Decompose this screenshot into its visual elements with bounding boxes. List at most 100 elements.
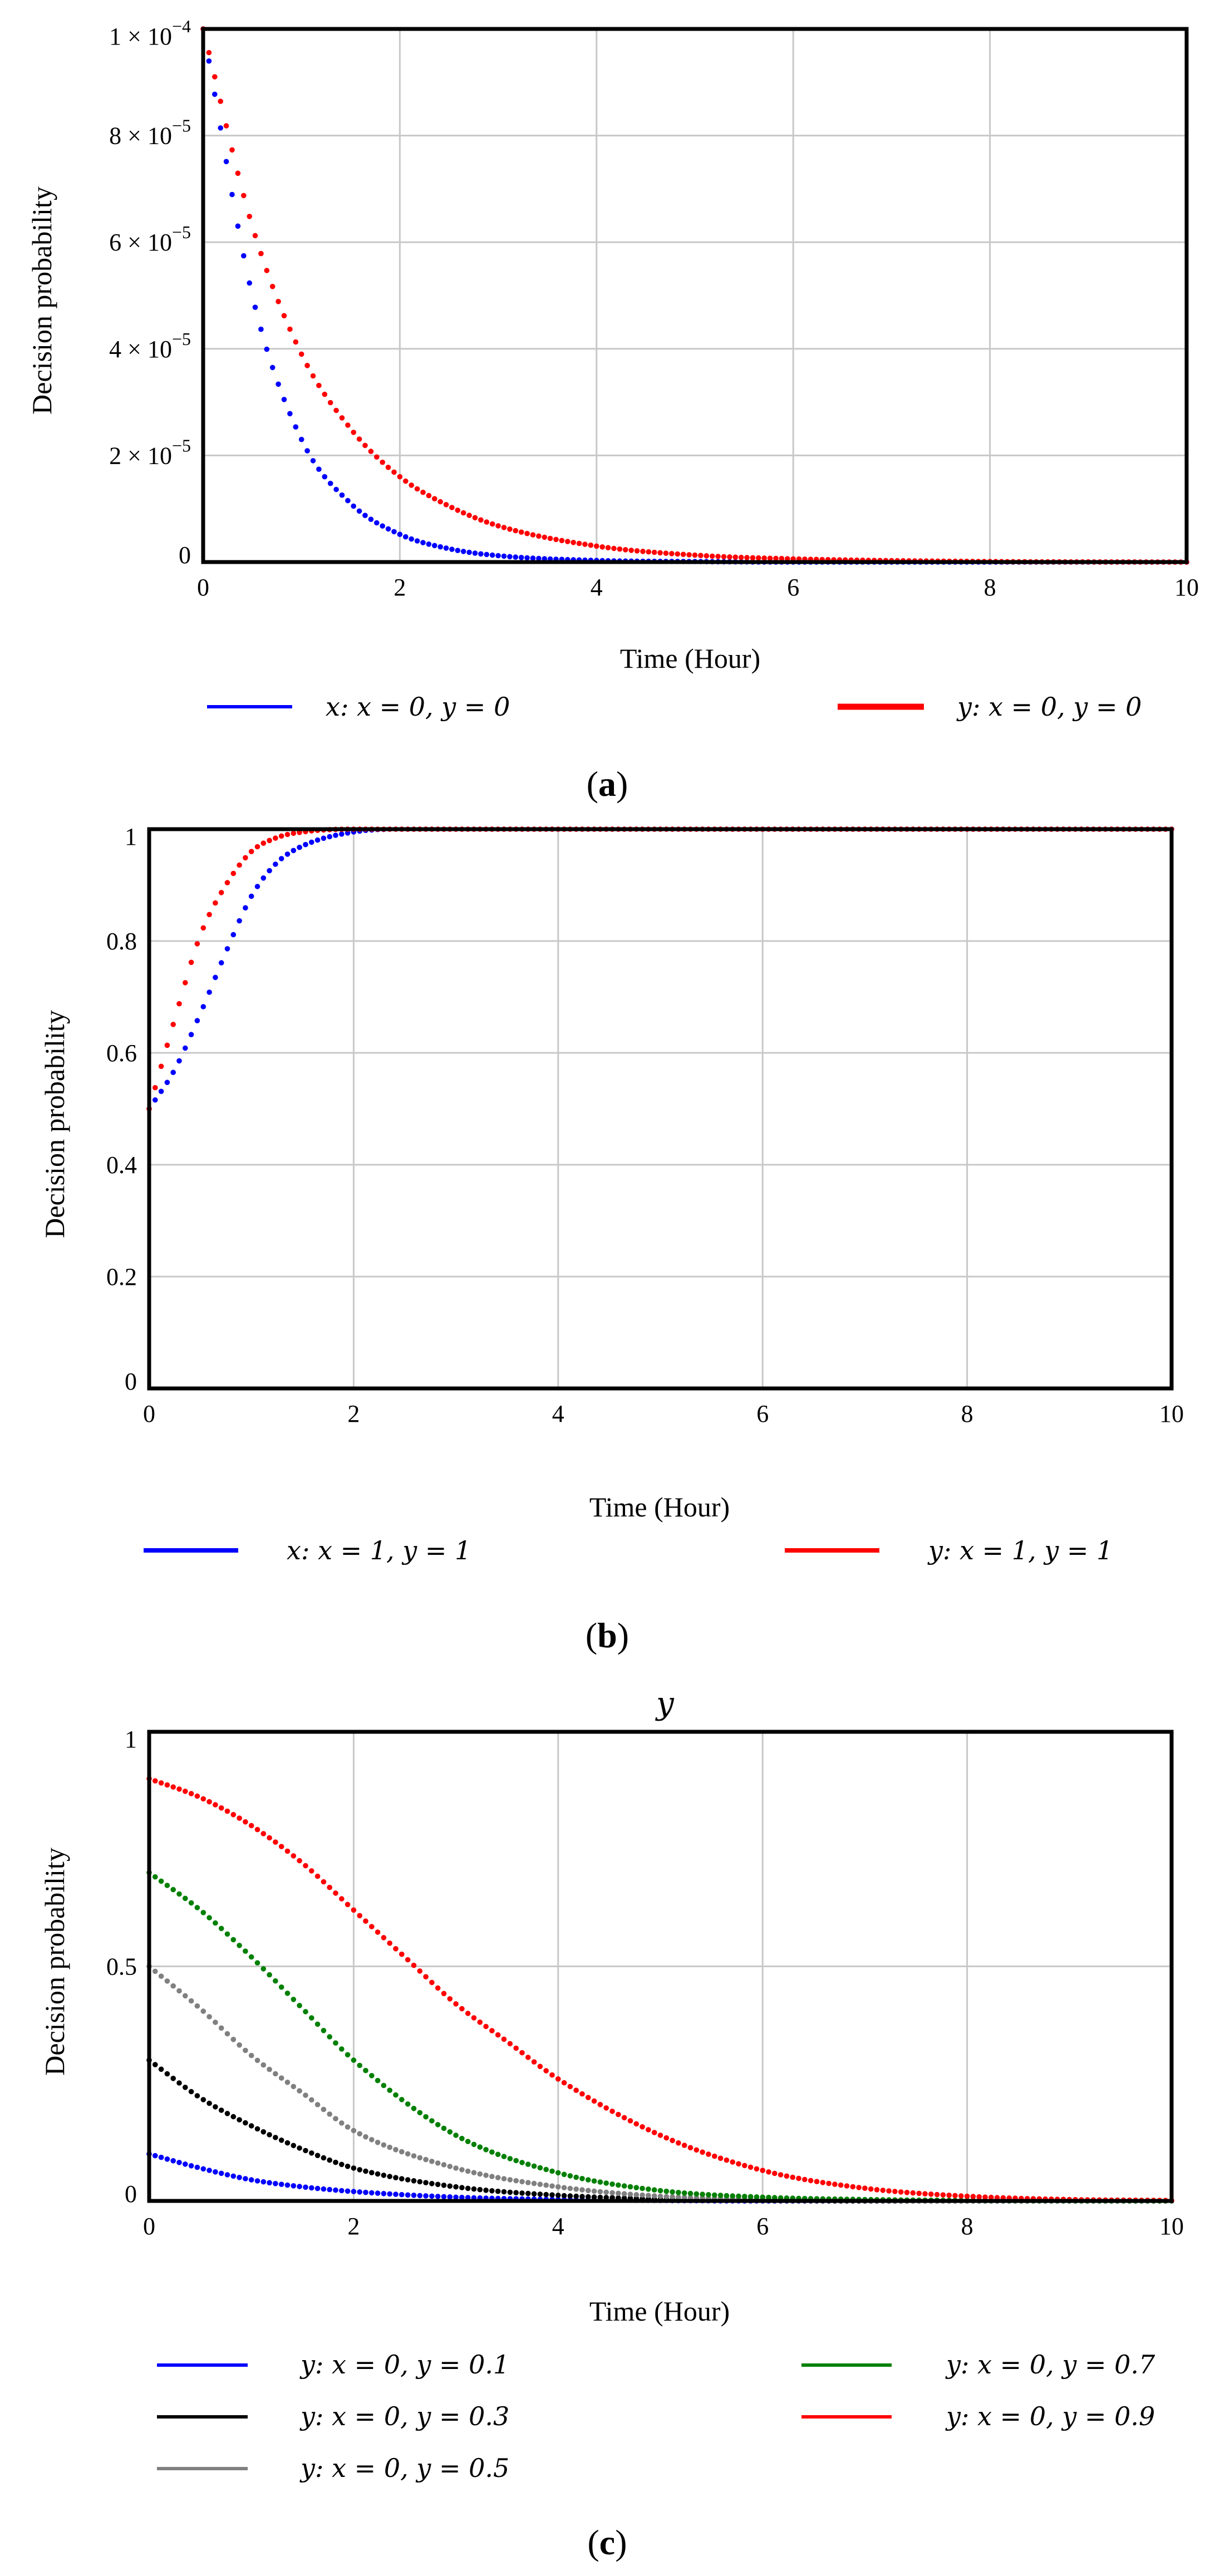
y-tick-label: 0 [179, 541, 191, 569]
data-point [730, 2159, 735, 2165]
data-point [732, 554, 739, 560]
data-point [525, 2190, 531, 2196]
data-point [547, 535, 553, 541]
data-point [345, 2052, 351, 2058]
data-point [435, 2194, 441, 2199]
data-point [267, 1972, 272, 1978]
data-point [304, 363, 310, 368]
data-point [327, 400, 333, 406]
data-point [188, 1032, 194, 1037]
data-point [447, 1996, 453, 2002]
data-point [717, 2155, 724, 2161]
data-point [453, 2184, 459, 2190]
legend-label-s4: y: x = 0, y = 0.7 [945, 2350, 1155, 2380]
data-point [455, 508, 461, 513]
data-point [559, 538, 565, 544]
data-point [603, 2180, 609, 2186]
data-point [976, 2194, 982, 2200]
y-axis-title: Decision probability [26, 186, 57, 415]
y-axis-title: Decision probability [39, 1010, 70, 1238]
data-point [489, 2188, 495, 2194]
data-point [339, 492, 345, 498]
data-point [345, 830, 351, 836]
data-point [273, 2181, 278, 2186]
data-point [224, 2031, 230, 2037]
data-point [543, 2191, 549, 2198]
data-point [586, 2177, 591, 2183]
data-point [928, 2191, 934, 2197]
data-point [158, 1063, 164, 1069]
data-point [213, 1802, 218, 1807]
x-tick-label: 6 [756, 2213, 769, 2240]
data-point [405, 2101, 411, 2107]
data-point [247, 280, 253, 286]
data-point [176, 1786, 182, 1792]
data-point [303, 2009, 308, 2014]
data-point [477, 2171, 483, 2177]
data-point [744, 555, 750, 560]
data-point [784, 2173, 790, 2179]
data-point [310, 373, 316, 379]
data-point [284, 2182, 291, 2188]
data-point [374, 520, 380, 526]
data-point [617, 546, 623, 552]
data-point [561, 2193, 567, 2199]
data-point [278, 2181, 284, 2187]
data-point [304, 448, 310, 454]
data-point [248, 1823, 254, 1829]
data-point [663, 2194, 670, 2199]
data-point [693, 2147, 700, 2153]
series-1 [146, 826, 1174, 1112]
data-point [922, 2191, 928, 2196]
y-tick-label: 4 × 10−5 [109, 329, 191, 363]
legend-label-y: y: x = 1, y = 1 [927, 1535, 1113, 1565]
data-point [844, 2183, 850, 2189]
data-point [278, 2075, 284, 2081]
data-point [333, 486, 339, 492]
data-point [224, 1808, 230, 1814]
data-point [153, 1097, 158, 1103]
data-point [460, 510, 466, 516]
data-point [778, 2172, 784, 2178]
data-point [243, 2120, 248, 2126]
data-point [264, 268, 270, 273]
data-point [287, 326, 293, 332]
data-point [260, 875, 267, 881]
data-point [484, 519, 490, 525]
data-point [230, 932, 237, 938]
data-point [946, 2193, 952, 2198]
data-point [405, 2151, 411, 2157]
data-point [284, 851, 291, 857]
data-point [164, 1080, 170, 1085]
data-point [700, 2149, 705, 2155]
data-point [188, 959, 194, 966]
panel-label: (c) [587, 2523, 627, 2562]
data-point [213, 974, 218, 981]
data-point [555, 2193, 561, 2198]
data-point [633, 2121, 640, 2127]
data-point [158, 2154, 164, 2160]
data-point [176, 1988, 182, 1994]
data-point [704, 553, 710, 559]
data-point [561, 2185, 567, 2190]
data-point [680, 551, 686, 557]
x-tick-label: 10 [1159, 2213, 1184, 2240]
data-point [599, 544, 605, 550]
data-point [351, 2165, 357, 2171]
data-point [754, 2194, 760, 2200]
data-point [237, 2175, 242, 2180]
data-point [603, 2105, 609, 2111]
data-point [447, 2183, 453, 2189]
data-point [273, 861, 278, 867]
data-point [501, 525, 507, 530]
data-point [183, 1045, 188, 1051]
data-point [459, 2006, 465, 2012]
data-point [237, 2117, 242, 2122]
data-point [543, 2068, 549, 2073]
data-point [501, 2154, 507, 2159]
data-point [153, 2153, 158, 2159]
data-point [273, 1839, 278, 1845]
data-point [387, 2174, 392, 2179]
data-point [218, 125, 224, 131]
data-point [183, 980, 188, 986]
